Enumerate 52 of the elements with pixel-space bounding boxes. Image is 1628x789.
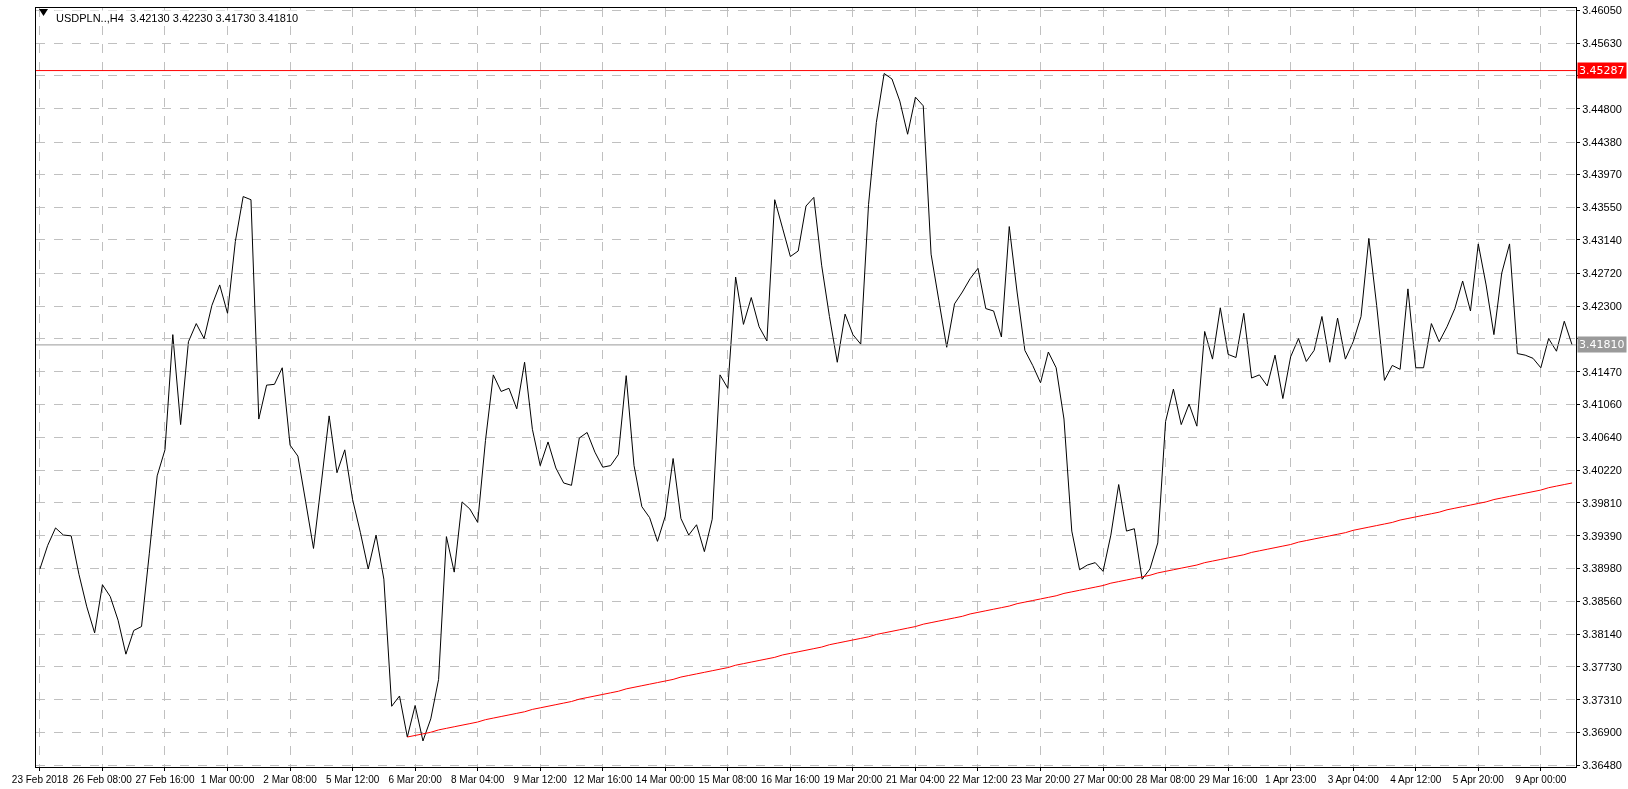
x-tick-label: 23 Feb 2018 (11, 774, 69, 785)
x-tick-label: 22 Mar 12:00 (948, 774, 1008, 785)
y-tick-label: 3.38980 (1582, 562, 1622, 575)
y-tick-label: 3.43140 (1582, 233, 1622, 246)
y-tick-label: 3.42720 (1582, 266, 1622, 279)
ref-line-label: 3.41810 (1579, 338, 1625, 351)
x-tick-label: 2 Mar 08:00 (263, 774, 318, 785)
y-tick-label: 3.44380 (1582, 135, 1622, 148)
x-tick-label: 23 Mar 20:00 (1011, 774, 1071, 785)
x-tick-label: 3 Apr 04:00 (1327, 774, 1380, 785)
x-tick-label: 5 Mar 12:00 (325, 774, 380, 785)
x-tick-label: 1 Apr 23:00 (1265, 774, 1317, 785)
x-tick-label: 1 Mar 00:00 (200, 774, 255, 785)
line-series (39, 72, 1573, 742)
y-tick-label: 3.39390 (1582, 529, 1622, 542)
x-tick-label: 29 Mar 16:00 (1198, 774, 1259, 785)
y-tick-label: 3.40220 (1582, 464, 1622, 477)
chart-title: USDPLN..,H4 3.42130 3.42230 3.41730 3.41810 (56, 12, 299, 24)
y-tick-label: 3.43970 (1582, 168, 1622, 181)
y-tick-label: 3.37310 (1582, 693, 1622, 706)
x-tick-label: 9 Apr 00:00 (1515, 774, 1567, 785)
y-tick-label: 3.39810 (1582, 496, 1622, 509)
x-tick-label: 14 Mar 00:00 (635, 774, 696, 785)
y-tick-label: 3.36900 (1582, 726, 1622, 739)
y-tick-label: 3.46050 (1582, 4, 1622, 17)
x-tick-label: 21 Mar 04:00 (885, 774, 946, 785)
y-tick-label: 3.42300 (1582, 300, 1622, 313)
y-tick-label: 3.38140 (1582, 628, 1622, 641)
x-tick-label: 4 Apr 12:00 (1390, 774, 1442, 785)
y-tick-label: 3.41470 (1582, 365, 1622, 378)
y-tick-label: 3.36480 (1582, 759, 1622, 772)
x-tick-label: 28 Mar 08:00 (1136, 774, 1196, 785)
y-tick-label: 3.41060 (1582, 397, 1622, 410)
y-tick-label: 3.45630 (1582, 37, 1622, 50)
x-tick-label: 15 Mar 08:00 (698, 774, 758, 785)
y-tick-label: 3.40640 (1582, 431, 1622, 444)
x-tick-label: 16 Mar 16:00 (760, 774, 821, 785)
y-tick-label: 3.44800 (1582, 102, 1622, 115)
line-series (406, 482, 1573, 738)
y-tick-label: 3.38560 (1582, 595, 1622, 608)
x-tick-label: 27 Mar 00:00 (1073, 774, 1133, 785)
x-tick-label: 12 Mar 16:00 (573, 774, 633, 785)
x-tick-label: 9 Mar 12:00 (513, 774, 568, 785)
x-tick-label: 6 Mar 20:00 (388, 774, 443, 785)
y-tick-label: 3.37730 (1582, 660, 1622, 673)
y-tick-label: 3.43550 (1582, 201, 1622, 214)
ref-line-label: 3.45287 (1579, 64, 1625, 77)
x-tick-label: 26 Feb 08:00 (72, 774, 133, 785)
x-tick-label: 8 Mar 04:00 (450, 774, 505, 785)
x-tick-label: 19 Mar 20:00 (823, 774, 883, 785)
x-tick-label: 27 Feb 16:00 (135, 774, 195, 785)
x-tick-label: 5 Apr 20:00 (1452, 774, 1505, 785)
